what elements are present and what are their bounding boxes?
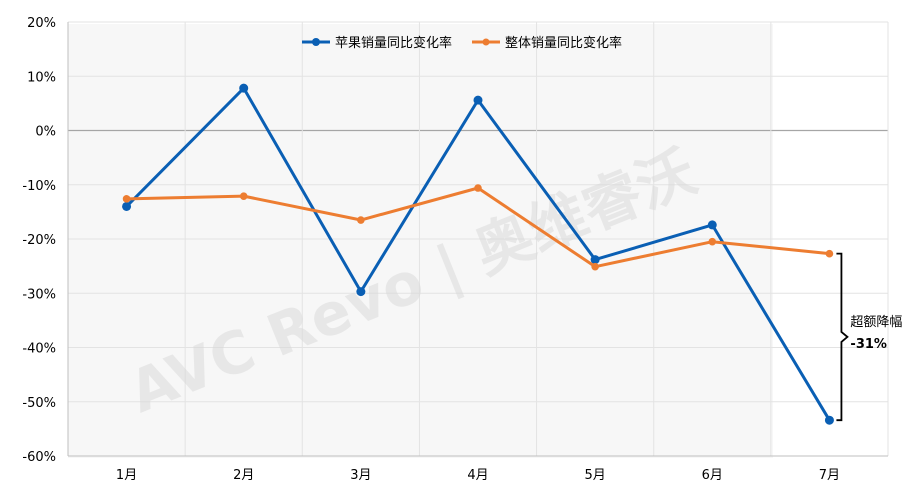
- data-point-series-2: [122, 195, 131, 203]
- x-tick-label: 5月: [585, 468, 606, 483]
- data-point-series-2: [708, 237, 717, 246]
- y-tick-label: -20%: [22, 233, 56, 248]
- gridlines: [67, 21, 889, 457]
- data-point-series-2: [357, 216, 365, 224]
- y-axis: 20% 10% 0% -10% -20% -30% -40% -50% -60%: [22, 16, 69, 465]
- x-tick-label: 7月: [819, 468, 840, 483]
- data-point-series-1: [824, 415, 834, 425]
- data-point-series-2: [591, 262, 599, 271]
- legend-label: 整体销量同比变化率: [505, 35, 622, 51]
- data-point-series-2: [239, 192, 248, 200]
- data-point-series-1: [239, 83, 249, 93]
- data-point-series-1: [590, 255, 600, 265]
- y-tick-label: 20%: [27, 16, 56, 31]
- x-tick-label: 4月: [467, 468, 488, 483]
- x-tick-label: 1月: [116, 468, 137, 483]
- data-point-series-1: [122, 201, 132, 211]
- x-axis: 1月 2月 3月 4月 5月 6月 7月: [68, 455, 888, 483]
- y-tick-label: -50%: [22, 396, 56, 411]
- legend-swatch-marker: [482, 38, 490, 46]
- data-point-series-2: [474, 184, 482, 192]
- data-point-series-1: [473, 95, 483, 105]
- annotation-value: -31%: [850, 337, 887, 352]
- annotation-label: 超额降幅: [850, 315, 902, 330]
- y-tick-label: -10%: [22, 179, 56, 194]
- y-tick-label: -60%: [22, 450, 56, 465]
- x-tick-label: 2月: [233, 468, 254, 483]
- legend-label: 苹果销量同比变化率: [335, 35, 452, 51]
- annotation-bracket: [836, 252, 849, 422]
- y-tick-label: 0%: [35, 125, 56, 140]
- data-point-series-2: [825, 249, 834, 258]
- x-tick-label: 3月: [350, 468, 371, 483]
- series-layer: [122, 83, 834, 425]
- x-tick-label: 6月: [702, 468, 723, 483]
- y-tick-label: -40%: [22, 342, 56, 357]
- data-point-series-1: [707, 220, 717, 230]
- annotation: 超额降幅 -31%: [836, 252, 902, 422]
- y-tick-label: -30%: [22, 287, 56, 302]
- legend: 苹果销量同比变化率 整体销量同比变化率: [302, 35, 622, 51]
- legend-swatch-marker: [312, 38, 320, 46]
- data-point-series-1: [356, 287, 366, 297]
- y-tick-label: 10%: [27, 70, 56, 85]
